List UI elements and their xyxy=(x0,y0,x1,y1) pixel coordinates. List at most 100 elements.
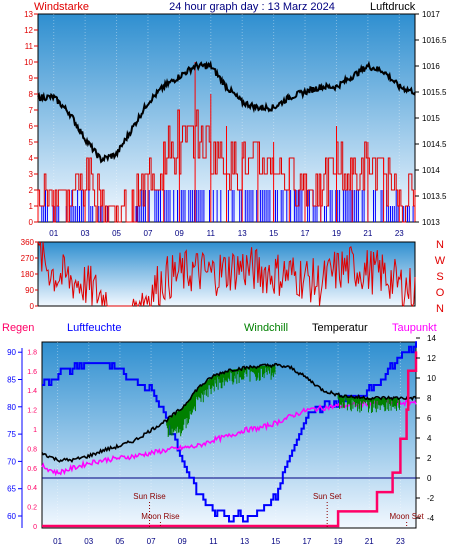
pressure-tick-label: 1014 xyxy=(422,166,440,175)
direction-tick-label: 360 xyxy=(21,238,35,247)
compass-label: S xyxy=(436,271,443,283)
wind-tick-label: 3 xyxy=(29,170,34,179)
hour-tick-label: 23 xyxy=(396,537,405,546)
rain-tick-label: 1.6 xyxy=(27,369,37,376)
temperature-tick-label: 4 xyxy=(427,434,432,443)
humidity-tick-label: 80 xyxy=(7,403,16,412)
rain-tick-label: 1.2 xyxy=(27,408,37,415)
legend-label: Temperatur xyxy=(312,322,368,334)
temperature-tick-label: 14 xyxy=(427,334,436,343)
rain-tick-label: 0 xyxy=(33,524,37,531)
compass-label: O xyxy=(436,287,445,299)
hour-tick-label: 21 xyxy=(365,537,374,546)
wind-direction-plot-area xyxy=(37,241,416,307)
hour-tick-label: 09 xyxy=(178,537,187,546)
hour-tick-label: 07 xyxy=(147,537,156,546)
hour-tick-label: 03 xyxy=(81,229,90,238)
temperature-tick-label: 10 xyxy=(427,374,436,383)
humidity-tick-label: 60 xyxy=(7,512,16,521)
dewpoint-series-line xyxy=(41,398,417,477)
rain-tick-label: 0.2 xyxy=(27,505,37,512)
pressure-tick-label: 1013 xyxy=(422,218,440,227)
wind-tick-label: 2 xyxy=(29,186,34,195)
wind-tick-label: 10 xyxy=(24,58,33,67)
annotation-label: Sun Rise xyxy=(133,492,166,501)
direction-tick-label: 90 xyxy=(25,286,34,295)
hour-tick-label: 23 xyxy=(395,229,404,238)
pressure-axis-title: Luftdruck xyxy=(370,1,416,13)
direction-tick-label: 180 xyxy=(21,270,35,279)
humidity-tick-label: 65 xyxy=(7,485,16,494)
temperature-series-line xyxy=(41,362,417,463)
hour-tick-label: 01 xyxy=(53,537,62,546)
hour-tick-label: 09 xyxy=(175,229,184,238)
pressure-tick-label: 1013.5 xyxy=(422,192,447,201)
hour-tick-label: 19 xyxy=(334,537,343,546)
legend-label: Taupunkt xyxy=(392,322,437,334)
temperature-tick-label: -2 xyxy=(427,494,435,503)
pressure-tick-label: 1015.5 xyxy=(422,88,447,97)
wind-tick-label: 1 xyxy=(29,202,34,211)
legend-label: Windchill xyxy=(244,322,288,334)
hour-tick-label: 17 xyxy=(301,229,310,238)
wind-tick-label: 12 xyxy=(24,26,33,35)
wind-tick-label: 5 xyxy=(29,138,34,147)
humidity-tick-label: 75 xyxy=(7,430,16,439)
annotation-label: Sun Set xyxy=(313,492,342,501)
hour-tick-label: 17 xyxy=(302,537,311,546)
wind-tick-label: 6 xyxy=(29,122,34,131)
wind-tick-label: 0 xyxy=(29,218,34,227)
wind-tick-label: 7 xyxy=(29,106,34,115)
hour-tick-label: 07 xyxy=(144,229,153,238)
hour-tick-label: 11 xyxy=(209,537,218,546)
annotation-label: Moon Set xyxy=(390,512,425,521)
hour-tick-label: 11 xyxy=(207,229,216,238)
pressure-tick-label: 1014.5 xyxy=(422,140,447,149)
hour-tick-label: 05 xyxy=(115,537,124,546)
hour-tick-label: 19 xyxy=(332,229,341,238)
wind-axis-title: Windstarke xyxy=(34,1,89,13)
hour-tick-label: 21 xyxy=(363,229,372,238)
hour-tick-label: 15 xyxy=(269,229,278,238)
hour-tick-label: 03 xyxy=(84,537,93,546)
legend-label: Regen xyxy=(2,322,34,334)
hour-tick-label: 05 xyxy=(112,229,121,238)
hour-tick-label: 13 xyxy=(240,537,249,546)
hour-tick-label: 01 xyxy=(49,229,58,238)
temperature-tick-label: 12 xyxy=(427,354,436,363)
rain-tick-label: 0.6 xyxy=(27,466,37,473)
pressure-tick-label: 1017 xyxy=(422,10,440,19)
legend-label: Luftfeuchte xyxy=(67,322,121,334)
wind-tick-label: 11 xyxy=(25,42,34,51)
rain-tick-label: 0.4 xyxy=(27,485,37,492)
compass-label: N xyxy=(436,239,444,251)
chart-title: 24 hour graph day : 13 Marz 2024 xyxy=(169,1,335,13)
humidity-tick-label: 90 xyxy=(7,348,16,357)
rain-tick-label: 1.8 xyxy=(27,349,37,356)
wind-tick-label: 13 xyxy=(24,10,33,19)
pressure-tick-label: 1015 xyxy=(422,114,440,123)
wind-tick-label: 9 xyxy=(29,74,34,83)
wind-direction-series-line xyxy=(37,241,416,307)
temperature-tick-label: -4 xyxy=(427,514,435,523)
direction-tick-label: 0 xyxy=(30,302,35,311)
temperature-tick-label: 8 xyxy=(427,394,432,403)
temperature-tick-label: 2 xyxy=(427,454,432,463)
rain-tick-label: 1.4 xyxy=(27,388,37,395)
pressure-tick-label: 1016.5 xyxy=(422,36,447,45)
pressure-series-line xyxy=(37,60,416,164)
rain-tick-label: 0.8 xyxy=(27,446,37,453)
hour-tick-label: 13 xyxy=(238,229,247,238)
humidity-tick-label: 85 xyxy=(7,376,16,385)
hour-tick-label: 15 xyxy=(271,537,280,546)
temperature-tick-label: 0 xyxy=(427,474,432,483)
wind-tick-label: 8 xyxy=(29,90,34,99)
wind-tick-label: 4 xyxy=(29,154,34,163)
pressure-tick-label: 1016 xyxy=(422,62,440,71)
humidity-tick-label: 70 xyxy=(7,457,16,466)
temperature-tick-label: 6 xyxy=(427,414,432,423)
compass-label: W xyxy=(435,255,446,267)
compass-label: N xyxy=(436,303,444,315)
